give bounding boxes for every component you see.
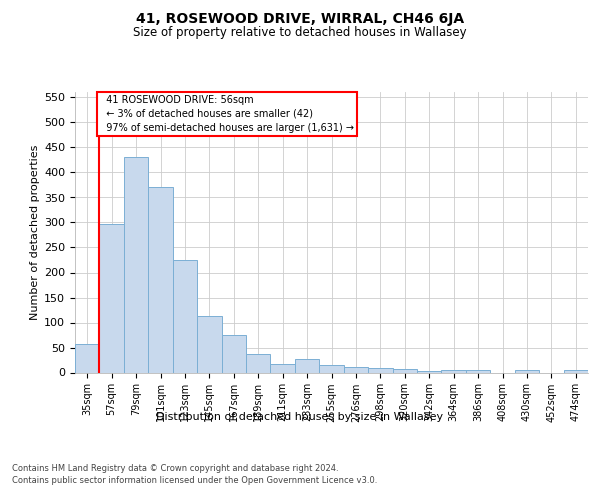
Bar <box>75 344 100 372</box>
Bar <box>563 370 588 372</box>
Bar <box>319 365 344 372</box>
Bar <box>442 370 466 372</box>
Text: Contains HM Land Registry data © Crown copyright and database right 2024.: Contains HM Land Registry data © Crown c… <box>12 464 338 473</box>
Bar <box>124 158 148 372</box>
Text: 41 ROSEWOOD DRIVE: 56sqm
  ← 3% of detached houses are smaller (42)
  97% of sem: 41 ROSEWOOD DRIVE: 56sqm ← 3% of detache… <box>100 95 354 133</box>
Bar <box>392 368 417 372</box>
Bar <box>466 370 490 372</box>
Bar <box>417 370 442 372</box>
Bar <box>246 354 271 372</box>
Bar <box>515 370 539 372</box>
Y-axis label: Number of detached properties: Number of detached properties <box>30 145 40 320</box>
Bar <box>197 316 221 372</box>
Bar <box>100 224 124 372</box>
Bar <box>368 368 392 372</box>
Text: 41, ROSEWOOD DRIVE, WIRRAL, CH46 6JA: 41, ROSEWOOD DRIVE, WIRRAL, CH46 6JA <box>136 12 464 26</box>
Bar <box>148 188 173 372</box>
Text: Distribution of detached houses by size in Wallasey: Distribution of detached houses by size … <box>157 412 443 422</box>
Bar <box>344 367 368 372</box>
Bar <box>173 260 197 372</box>
Bar <box>271 364 295 372</box>
Text: Size of property relative to detached houses in Wallasey: Size of property relative to detached ho… <box>133 26 467 39</box>
Text: Contains public sector information licensed under the Open Government Licence v3: Contains public sector information licen… <box>12 476 377 485</box>
Bar <box>221 334 246 372</box>
Bar <box>295 359 319 372</box>
